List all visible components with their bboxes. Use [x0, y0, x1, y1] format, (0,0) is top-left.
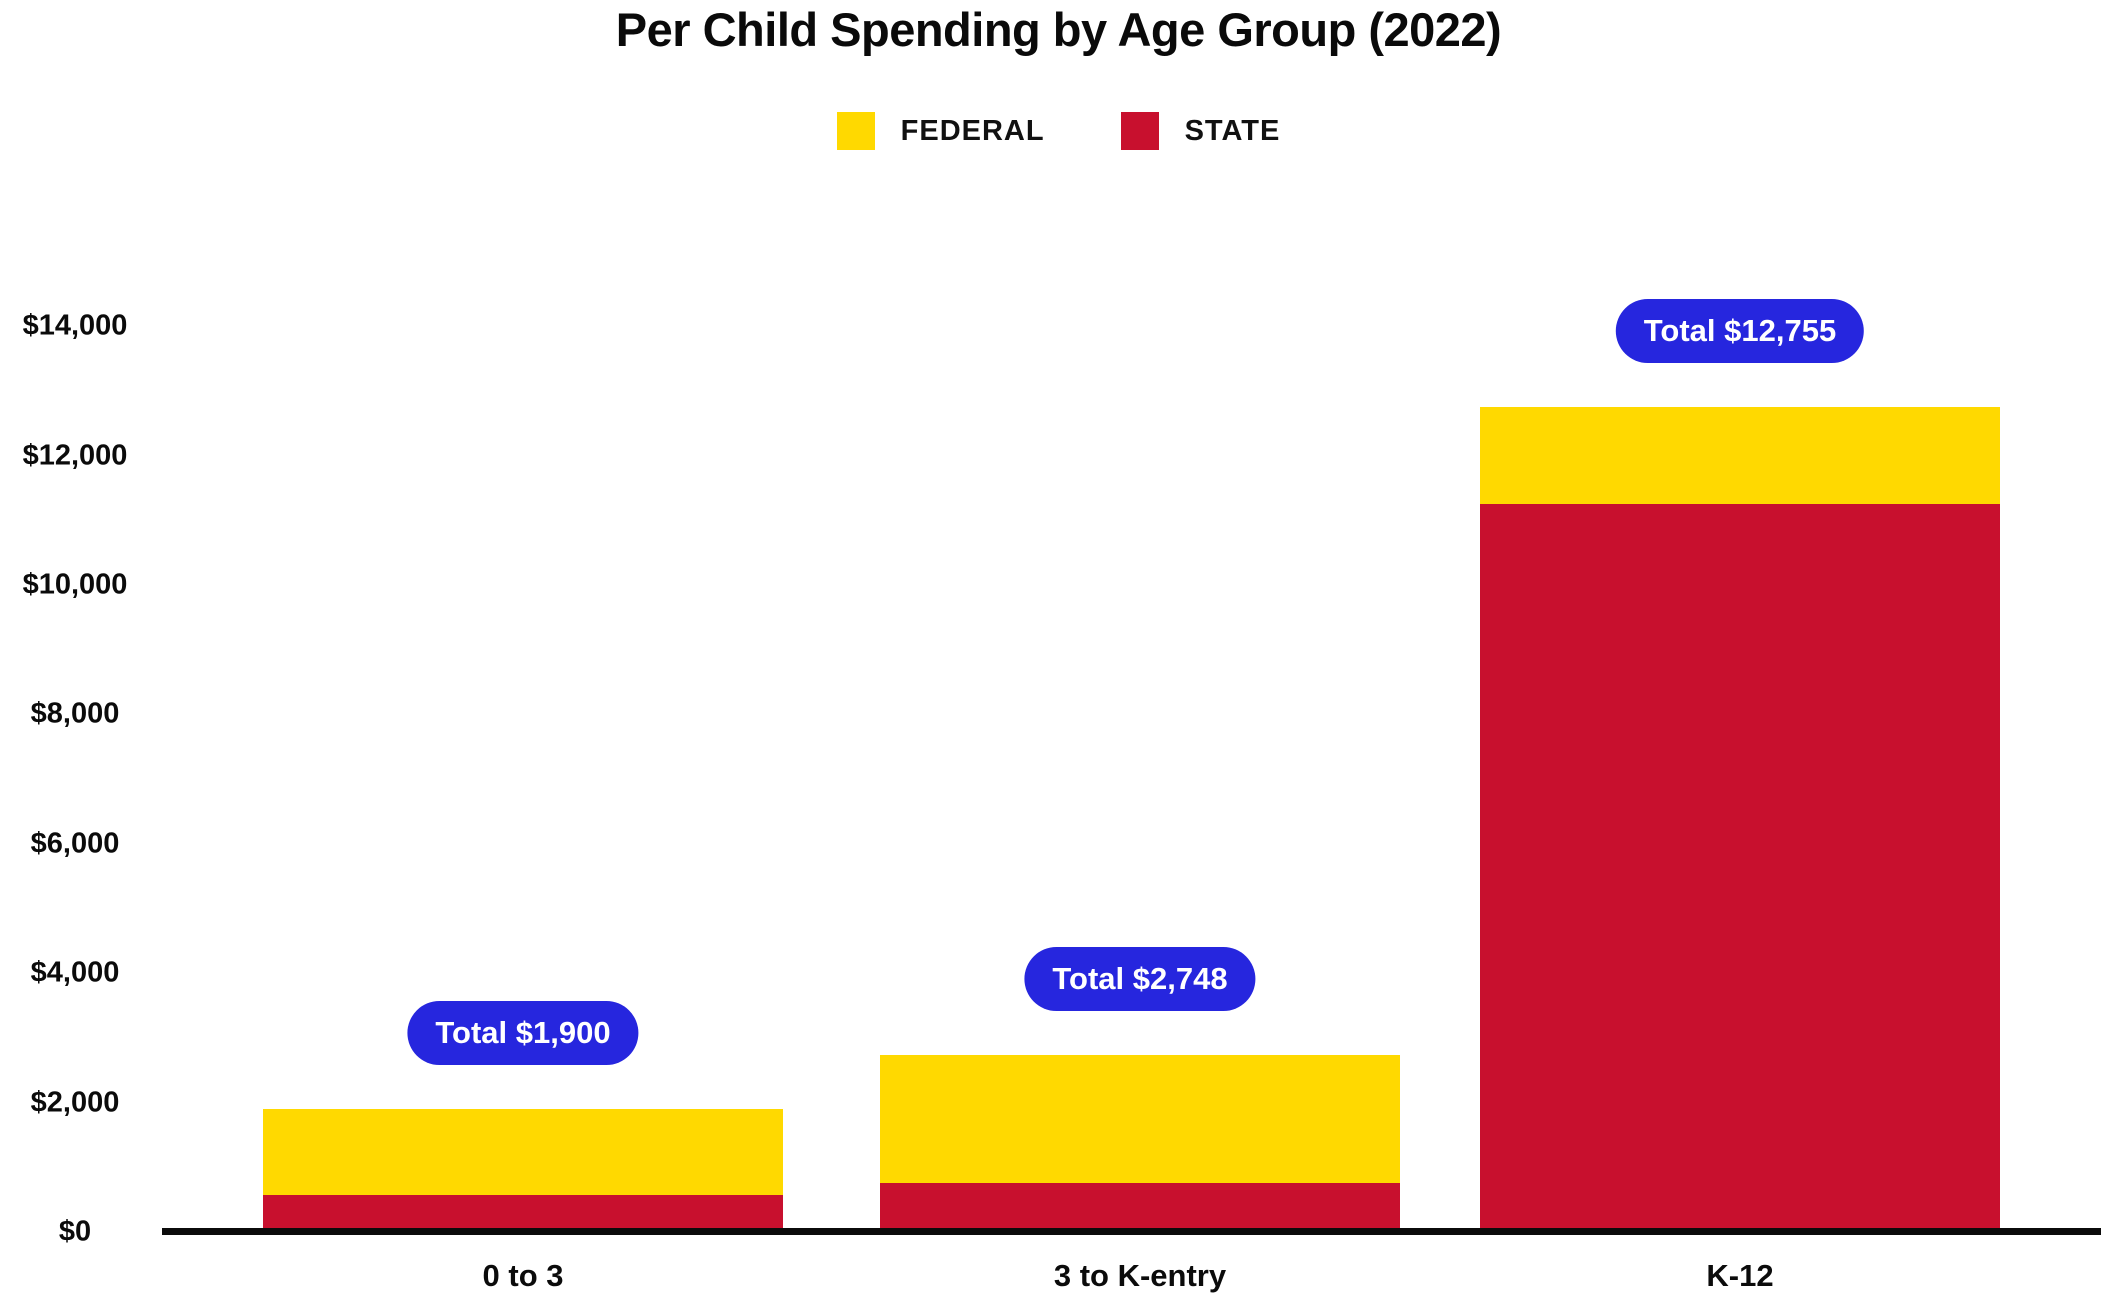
- legend-item-state: STATE: [1120, 112, 1281, 150]
- bar-stack: [1480, 407, 2000, 1232]
- bar-segment-state: [1480, 504, 2000, 1232]
- legend: FEDERAL STATE: [0, 111, 2117, 151]
- bar-segment-state: [880, 1183, 1400, 1232]
- x-category-label: 0 to 3: [482, 1258, 564, 1293]
- x-category-label: 3 to K-entry: [1053, 1258, 1227, 1293]
- total-badge: Total $2,748: [1024, 947, 1256, 1011]
- chart-title: Per Child Spending by Age Group (2022): [615, 3, 1502, 56]
- y-tick-label: $14,000: [22, 309, 128, 342]
- x-category-label: K-12: [1706, 1258, 1774, 1293]
- x-axis-line: [162, 1228, 2101, 1235]
- federal-swatch-icon: [836, 112, 875, 150]
- y-tick-label: $8,000: [30, 697, 120, 730]
- y-tick-label: $4,000: [30, 956, 120, 989]
- legend-label-state: STATE: [1184, 114, 1281, 147]
- bar-segment-federal: [263, 1109, 783, 1195]
- y-tick-label: $0: [58, 1215, 92, 1248]
- bar-stack: [263, 1109, 783, 1232]
- legend-label-federal: FEDERAL: [900, 114, 1045, 147]
- y-tick-label: $12,000: [22, 439, 128, 472]
- bar-segment-state: [263, 1195, 783, 1232]
- total-badge: Total $1,900: [407, 1001, 639, 1065]
- bar-group-3-to-k-entry: Total $2,748: [880, 947, 1400, 1232]
- y-axis: $0 $2,000 $4,000 $6,000 $8,000 $10,000 $12,000…: [0, 0, 150, 1310]
- bar-segment-federal: [880, 1055, 1400, 1183]
- y-tick-label: $6,000: [30, 827, 120, 860]
- bar-group-0-to-3: Total $1,900: [263, 1001, 783, 1232]
- state-swatch-icon: [1120, 112, 1159, 150]
- bar-stack: [880, 1055, 1400, 1232]
- total-badge: Total $12,755: [1615, 299, 1865, 363]
- legend-item-federal: FEDERAL: [836, 112, 1045, 150]
- y-tick-label: $2,000: [30, 1086, 120, 1119]
- bar-group-k-12: Total $12,755: [1480, 299, 2000, 1232]
- bar-segment-federal: [1480, 407, 2000, 504]
- y-tick-label: $10,000: [22, 568, 128, 601]
